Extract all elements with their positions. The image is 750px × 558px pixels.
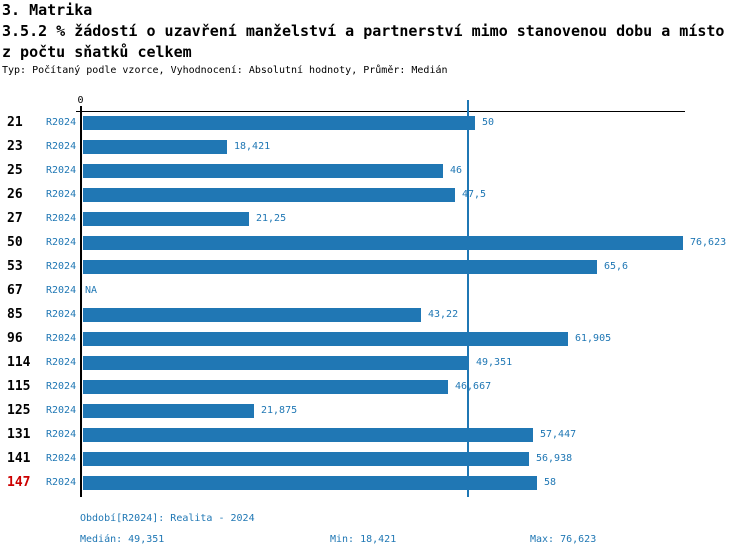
chart-row: 26 R2024 47,5 xyxy=(0,188,750,202)
chart-row: 141 R2024 56,938 xyxy=(0,452,750,466)
row-bar xyxy=(83,188,455,202)
chart-row: 53 R2024 65,6 xyxy=(0,260,750,274)
axis-zero-label: 0 xyxy=(77,95,84,106)
row-period-label: R2024 xyxy=(46,189,77,200)
row-bar xyxy=(83,164,443,178)
row-period-label: R2024 xyxy=(46,141,77,152)
row-id-label: 114 xyxy=(7,355,31,370)
chart-row: 147 R2024 58 xyxy=(0,476,750,490)
row-period-label: R2024 xyxy=(46,357,77,368)
x-axis-line xyxy=(76,111,685,112)
median-line xyxy=(467,100,469,497)
row-value-label: 46 xyxy=(450,165,463,176)
row-value-label: 65,6 xyxy=(604,261,629,272)
row-period-label: R2024 xyxy=(46,453,77,464)
row-id-label: 50 xyxy=(7,235,23,250)
indicator-title-line1: 3.5.2 % žádostí o uzavření manželství a … xyxy=(2,22,725,40)
chart-row: 27 R2024 21,25 xyxy=(0,212,750,226)
chart-row: 114 R2024 49,351 xyxy=(0,356,750,370)
chart-row: 50 R2024 76,623 xyxy=(0,236,750,250)
row-value-label: 50 xyxy=(482,117,495,128)
row-bar xyxy=(83,236,683,250)
row-id-label: 147 xyxy=(7,475,31,490)
y-axis-line xyxy=(80,106,82,497)
row-period-label: R2024 xyxy=(46,117,77,128)
row-value-label: 57,447 xyxy=(540,429,577,440)
row-value-label: NA xyxy=(85,285,98,296)
row-id-label: 85 xyxy=(7,307,23,322)
row-bar xyxy=(83,332,568,346)
chart-row: 23 R2024 18,421 xyxy=(0,140,750,154)
row-bar xyxy=(83,116,475,130)
chart-row: 25 R2024 46 xyxy=(0,164,750,178)
row-value-label: 56,938 xyxy=(536,453,573,464)
row-id-label: 53 xyxy=(7,259,23,274)
row-period-label: R2024 xyxy=(46,309,77,320)
row-id-label: 131 xyxy=(7,427,31,442)
row-period-label: R2024 xyxy=(46,333,77,344)
row-period-label: R2024 xyxy=(46,237,77,248)
row-value-label: 43,22 xyxy=(428,309,459,320)
row-id-label: 26 xyxy=(7,187,23,202)
chart-row: 21 R2024 50 xyxy=(0,116,750,130)
row-period-label: R2024 xyxy=(46,213,77,224)
indicator-title-line2: z počtu sňatků celkem xyxy=(2,43,192,61)
row-period-label: R2024 xyxy=(46,165,77,176)
chart-row: 85 R2024 43,22 xyxy=(0,308,750,322)
period-info: Období[R2024]: Realita - 2024 xyxy=(80,513,255,524)
row-period-label: R2024 xyxy=(46,429,77,440)
row-value-label: 21,875 xyxy=(261,405,298,416)
row-value-label: 76,623 xyxy=(690,237,727,248)
row-period-label: R2024 xyxy=(46,285,77,296)
row-value-label: 61,905 xyxy=(575,333,612,344)
row-bar xyxy=(83,140,227,154)
chart-row: 125 R2024 21,875 xyxy=(0,404,750,418)
chart-row: 96 R2024 61,905 xyxy=(0,332,750,346)
row-id-label: 21 xyxy=(7,115,23,130)
row-id-label: 23 xyxy=(7,139,23,154)
row-id-label: 115 xyxy=(7,379,31,394)
row-bar xyxy=(83,452,529,466)
max-stat: Max: 76,623 xyxy=(530,534,597,545)
row-bar xyxy=(83,428,533,442)
row-period-label: R2024 xyxy=(46,261,77,272)
median-stat: Medián: 49,351 xyxy=(80,534,165,545)
row-bar xyxy=(83,476,537,490)
row-bar xyxy=(83,380,448,394)
chart-row: 131 R2024 57,447 xyxy=(0,428,750,442)
row-period-label: R2024 xyxy=(46,381,77,392)
chart-row: 115 R2024 46,667 xyxy=(0,380,750,394)
row-id-label: 67 xyxy=(7,283,23,298)
row-period-label: R2024 xyxy=(46,477,77,488)
min-stat: Min: 18,421 xyxy=(330,534,397,545)
row-value-label: 21,25 xyxy=(256,213,287,224)
row-id-label: 125 xyxy=(7,403,31,418)
row-value-label: 58 xyxy=(544,477,557,488)
chart-row: 67 R2024 NA xyxy=(0,284,750,298)
row-bar xyxy=(83,308,421,322)
row-bar xyxy=(83,356,469,370)
row-period-label: R2024 xyxy=(46,405,77,416)
row-value-label: 47,5 xyxy=(462,189,487,200)
section-title: 3. Matrika xyxy=(2,1,93,19)
row-value-label: 46,667 xyxy=(455,381,492,392)
row-bar xyxy=(83,260,597,274)
row-id-label: 96 xyxy=(7,331,23,346)
row-bar xyxy=(83,404,254,418)
indicator-meta: Typ: Počítaný podle vzorce, Vyhodnocení:… xyxy=(2,65,448,76)
row-id-label: 27 xyxy=(7,211,23,226)
row-bar xyxy=(83,212,249,226)
row-id-label: 141 xyxy=(7,451,31,466)
row-value-label: 18,421 xyxy=(234,141,271,152)
row-value-label: 49,351 xyxy=(476,357,513,368)
row-id-label: 25 xyxy=(7,163,23,178)
